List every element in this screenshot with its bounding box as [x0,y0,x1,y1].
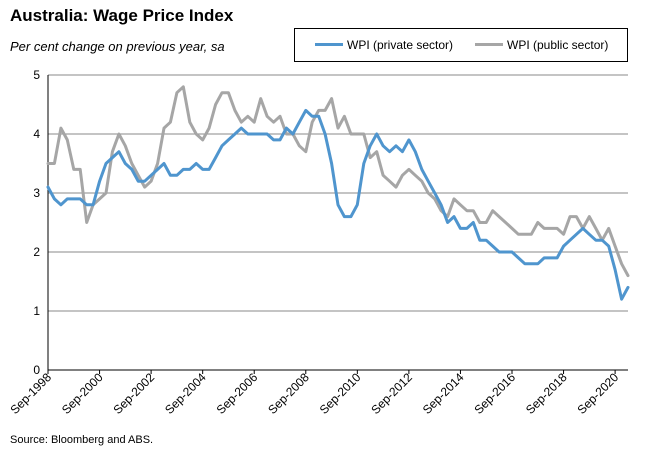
x-tick-label: Sep-2014 [420,370,467,417]
x-tick-label: Sep-2018 [523,370,570,417]
legend-item-public: WPI (public sector) [475,38,608,52]
y-tick-label: 0 [33,363,40,377]
legend-label-private: WPI (private sector) [347,38,454,52]
legend-swatch-private [315,43,343,47]
x-tick-label: Sep-2006 [214,370,261,417]
legend-item-private: WPI (private sector) [315,38,453,52]
x-tick-label: Sep-2020 [575,370,622,417]
x-tick-label: Sep-1998 [7,370,54,417]
y-tick-label: 2 [33,245,40,259]
y-tick-label: 1 [33,304,40,318]
x-tick-label: Sep-2010 [317,370,364,417]
chart-legend: WPI (private sector) WPI (public sector) [294,28,628,62]
legend-label-public: WPI (public sector) [507,38,609,52]
chart-title: Australia: Wage Price Index [10,6,234,25]
y-tick-label: 3 [33,186,40,200]
chart-source: Source: Bloomberg and ABS. [10,434,154,446]
x-tick-label: Sep-2016 [471,370,518,417]
chart-subtitle: Per cent change on previous year, sa [10,39,225,54]
x-tick-label: Sep-2004 [162,370,209,417]
x-tick-label: Sep-2002 [111,370,158,417]
x-tick-label: Sep-2008 [265,370,312,417]
series-line-public [46,85,630,278]
y-tick-label: 4 [33,127,40,141]
legend-swatch-public [475,43,503,47]
y-tick-label: 5 [33,68,40,82]
x-tick-label: Sep-2000 [59,370,106,417]
series-line-private [46,108,630,301]
x-tick-label: Sep-2012 [368,370,415,417]
